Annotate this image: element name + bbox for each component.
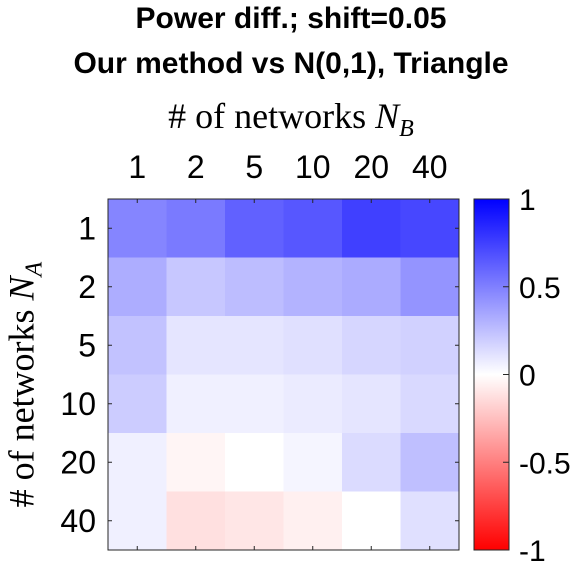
heatmap-cell bbox=[283, 374, 343, 434]
heatmap-cell bbox=[225, 316, 284, 375]
plot-tick-marks bbox=[108, 199, 459, 550]
heatmap-cell bbox=[283, 491, 343, 551]
heatmap-cell bbox=[400, 316, 460, 375]
x-tick-label: 2 bbox=[187, 149, 205, 185]
colorbar-tick-label: 0.5 bbox=[519, 272, 561, 305]
heatmap-cell bbox=[342, 257, 401, 317]
x-tick-label: 20 bbox=[353, 149, 389, 185]
heatmap-cell bbox=[108, 433, 167, 492]
y-tick-label: 1 bbox=[78, 210, 96, 246]
colorbar-tick-label: -1 bbox=[519, 535, 546, 567]
heatmap-cell bbox=[400, 433, 460, 492]
heatmap-cells bbox=[108, 199, 460, 551]
heatmap-cell bbox=[400, 199, 460, 258]
y-tick-label: 5 bbox=[78, 327, 96, 363]
y-tick-label: 40 bbox=[60, 503, 96, 539]
chart-title-line-1: Power diff.; shift=0.05 bbox=[135, 2, 447, 35]
heatmap-cell bbox=[225, 199, 284, 258]
colorbar-tick-label: 0 bbox=[519, 360, 536, 393]
axis-symbol: N bbox=[375, 96, 400, 136]
plot-frame bbox=[107, 198, 460, 551]
heatmap-cell bbox=[342, 491, 401, 551]
x-tick-labels: 1 2 5 10 20 40 bbox=[128, 149, 447, 185]
heatmap-cell bbox=[400, 257, 460, 317]
heatmap-cell bbox=[225, 433, 284, 492]
heatmap-cell bbox=[108, 257, 167, 317]
heatmap-cell bbox=[283, 316, 343, 375]
x-axis-label-text: # of networks NB bbox=[168, 96, 414, 143]
chart-title-line-2: Our method vs N(0,1), Triangle bbox=[73, 47, 509, 80]
heatmap-cell bbox=[400, 491, 460, 551]
y-tick-label: 10 bbox=[60, 386, 96, 422]
colorbar-tick-label: -0.5 bbox=[519, 447, 571, 480]
heatmap-cell bbox=[283, 257, 343, 317]
heatmap-cell bbox=[166, 199, 226, 258]
heatmap-cell bbox=[108, 199, 167, 258]
heatmap-cell bbox=[283, 199, 343, 258]
heatmap-cell bbox=[342, 374, 401, 434]
heatmap-cell bbox=[108, 491, 167, 551]
heatmap-cell bbox=[225, 257, 284, 317]
heatmap-cell bbox=[108, 374, 167, 434]
heatmap-chart: 1 2 5 10 20 40 1 2 5 10 20 40 1 0.5 0 -0.5 -1 bbox=[60, 149, 571, 567]
heatmap-cell bbox=[166, 316, 226, 375]
x-tick-label: 1 bbox=[128, 149, 146, 185]
heatmap-cell bbox=[166, 491, 226, 551]
heatmap-cell bbox=[400, 374, 460, 434]
x-tick-label: 40 bbox=[412, 149, 448, 185]
colorbar-tick-label: 1 bbox=[519, 184, 536, 217]
x-tick-label: 10 bbox=[295, 149, 331, 185]
heatmap-cell bbox=[108, 316, 167, 375]
heatmap-cell bbox=[166, 433, 226, 492]
heatmap-cell bbox=[225, 374, 284, 434]
heatmap-cell bbox=[166, 374, 226, 434]
heatmap-cell bbox=[342, 316, 401, 375]
x-axis-label: # of networks NB bbox=[0, 96, 582, 149]
axis-symbol-subscript: B bbox=[399, 116, 414, 143]
heatmap-cell bbox=[283, 433, 343, 492]
colorbar-ticks: 1 0.5 0 -0.5 -1 bbox=[503, 184, 571, 567]
heatmap-cell bbox=[225, 491, 284, 551]
heatmap-cell bbox=[342, 433, 401, 492]
heatmap-cell bbox=[342, 199, 401, 258]
y-tick-label: 20 bbox=[60, 444, 96, 480]
heatmap-cell bbox=[166, 257, 226, 317]
x-tick-label: 5 bbox=[245, 149, 263, 185]
y-tick-labels: 1 2 5 10 20 40 bbox=[60, 210, 96, 539]
y-tick-label: 2 bbox=[78, 269, 96, 305]
